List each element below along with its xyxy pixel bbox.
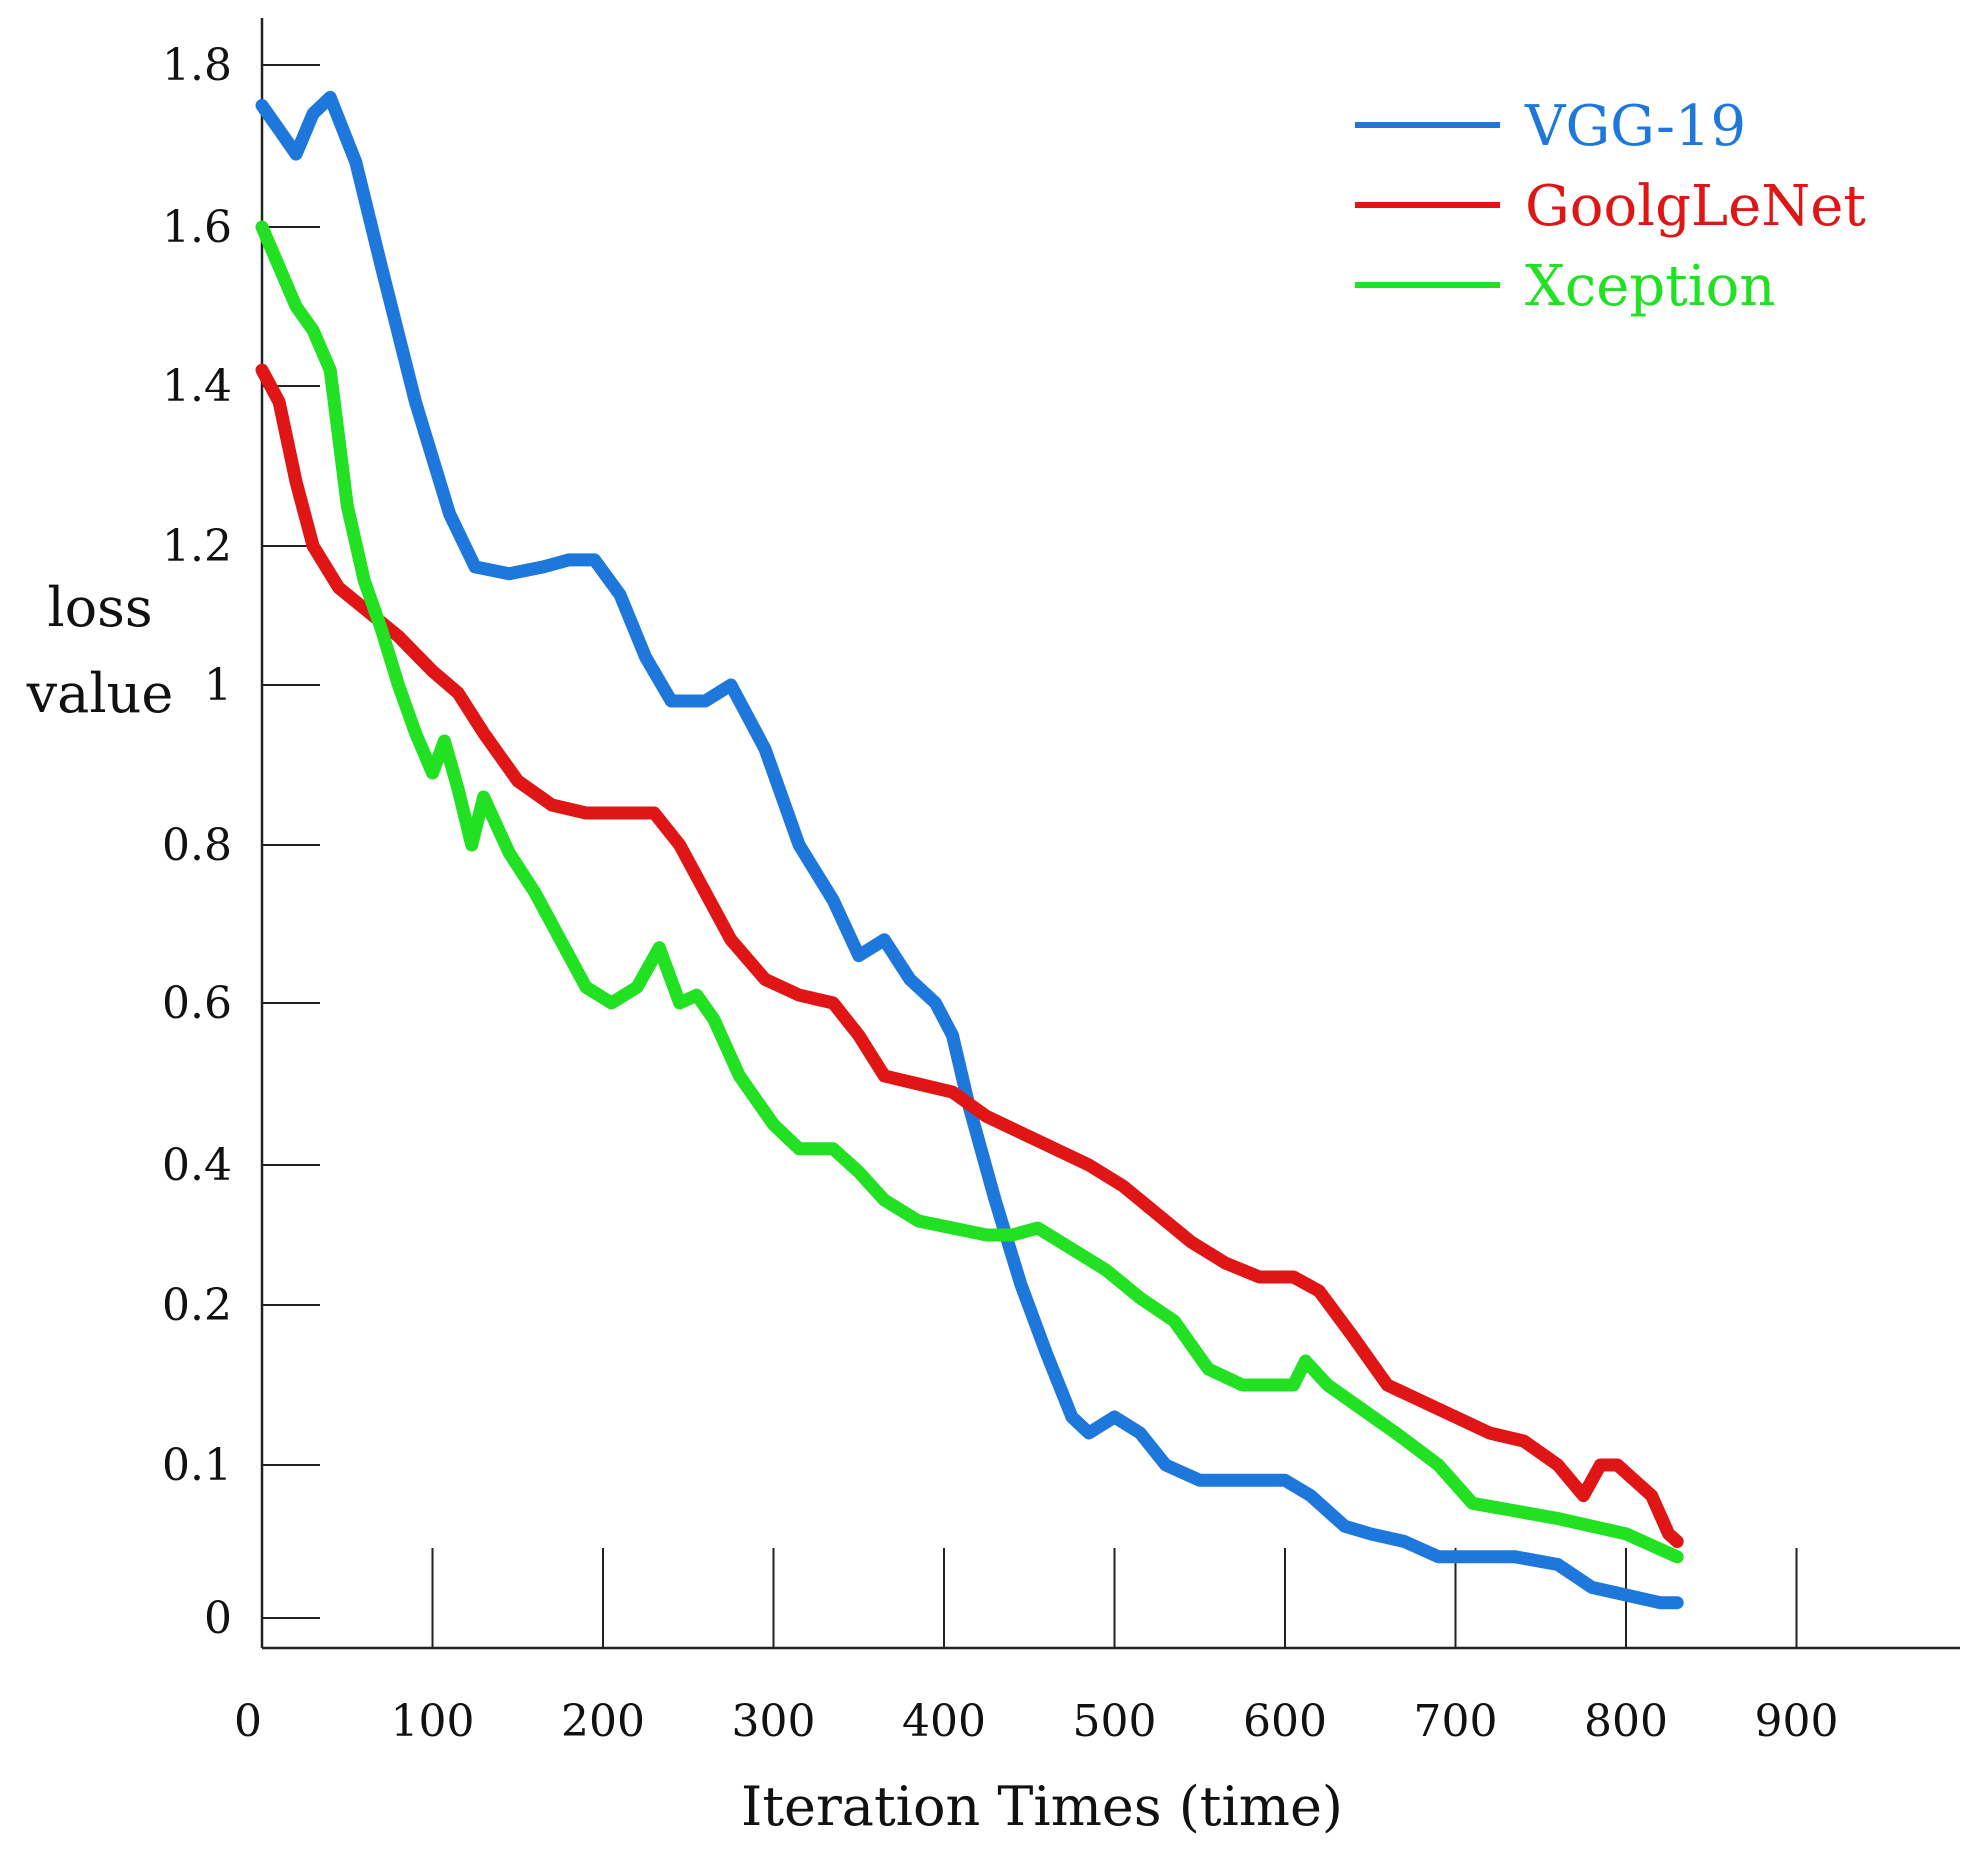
y-tick-label: 1.4 (162, 361, 232, 412)
series-lines (255, 90, 1684, 1610)
series-line-xception (255, 220, 1684, 1564)
x-tick-label: 800 (1584, 1696, 1668, 1747)
y-tick-label: 0.2 (162, 1280, 232, 1331)
y-tick-label: 1 (204, 660, 232, 711)
y-tick-label: 0 (204, 1593, 232, 1644)
y-axis-title-line-1: loss (47, 576, 152, 639)
y-axis-title-line-2: value (26, 662, 174, 725)
x-tick-label: 300 (732, 1696, 816, 1747)
ticks: 0 0.1 0.2 0.4 0.6 0.8 1 1.2 1.4 1.6 1.8 0 100 200 300 4… (162, 40, 1838, 1747)
x-axis-title: Iteration Times (time) (741, 1775, 1343, 1838)
legend-label-vgg-19: VGG-19 (1524, 94, 1746, 159)
y-tick-label: 1.2 (162, 521, 232, 572)
y-tick-label: 0.6 (162, 978, 232, 1029)
x-tick-label: 700 (1414, 1696, 1498, 1747)
axes (260, 18, 1960, 1650)
legend-label-xception: Xception (1525, 254, 1775, 319)
series-line-goolglenet (255, 363, 1684, 1548)
legend-label-goolglenet: GoolgLeNet (1525, 174, 1866, 239)
x-tick-label: 600 (1243, 1696, 1327, 1747)
x-tick-label: 500 (1073, 1696, 1157, 1747)
y-tick-label: 0.4 (162, 1140, 232, 1191)
x-tick-label: 900 (1755, 1696, 1839, 1747)
x-tick-label: 400 (902, 1696, 986, 1747)
series-line-vgg-19 (255, 90, 1684, 1610)
y-tick-label: 1.6 (162, 202, 232, 253)
y-tick-label: 0.8 (162, 820, 232, 871)
x-tick-label: 100 (391, 1696, 475, 1747)
x-tick-label: 200 (561, 1696, 645, 1747)
x-tick-label: 0 (234, 1696, 262, 1747)
legend: VGG-19 GoolgLeNet Xception (1355, 94, 1866, 319)
y-tick-label: 1.8 (162, 40, 232, 91)
y-tick-label: 0.1 (162, 1440, 232, 1491)
